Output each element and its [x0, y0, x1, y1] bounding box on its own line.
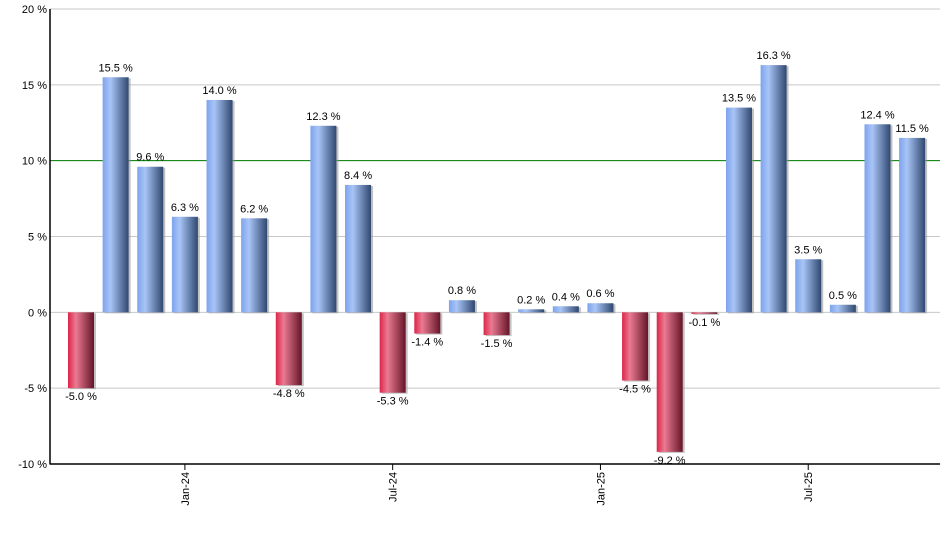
y-tick-label: 15 %: [22, 80, 47, 92]
bar: [206, 100, 233, 313]
data-label: 14.0 %: [202, 85, 236, 97]
x-tick-label: Jan-24: [180, 472, 192, 506]
bar: [345, 184, 372, 313]
bar: [587, 303, 614, 313]
bar: [864, 124, 891, 313]
bar: [137, 166, 164, 313]
data-label: 0.6 %: [586, 288, 614, 300]
bar-shadow: [693, 313, 720, 315]
data-label: -9.2 %: [654, 455, 686, 467]
bar: [379, 312, 406, 393]
data-label: -5.0 %: [65, 391, 97, 403]
bar: [483, 312, 510, 336]
data-label: 12.4 %: [860, 109, 894, 121]
data-label: 13.5 %: [722, 93, 756, 105]
data-label: 16.3 %: [756, 50, 790, 62]
y-tick-label: 5 %: [28, 232, 47, 244]
bar: [725, 107, 752, 313]
bar: [691, 312, 718, 314]
bar: [518, 309, 545, 313]
data-label: 3.5 %: [794, 244, 822, 256]
bar: [899, 137, 926, 313]
bar: [414, 312, 441, 334]
y-tick-label: -5 %: [24, 383, 47, 395]
bar: [448, 300, 475, 313]
x-tick-label: Jan-25: [595, 472, 607, 506]
bar: [760, 65, 787, 313]
data-label: 6.2 %: [240, 203, 268, 215]
data-label: 0.2 %: [517, 294, 545, 306]
x-tick-label: Jul-25: [803, 472, 815, 502]
bar: [795, 259, 822, 313]
data-label: 11.5 %: [895, 123, 929, 135]
bar: [829, 304, 856, 313]
data-label: -0.1 %: [688, 317, 720, 329]
y-tick-label: 20 %: [22, 4, 47, 16]
data-label: -4.5 %: [619, 384, 651, 396]
bar: [552, 306, 579, 313]
y-tick-label: -10 %: [18, 459, 47, 471]
data-label: 8.4 %: [344, 170, 372, 182]
bar: [656, 312, 683, 452]
data-label: -5.3 %: [377, 396, 409, 408]
y-tick-label: 0 %: [28, 307, 47, 319]
bar: [102, 77, 129, 313]
bar: [310, 125, 337, 313]
data-label: 0.5 %: [829, 290, 857, 302]
y-tick-label: 10 %: [22, 156, 47, 168]
bar: [241, 218, 268, 313]
data-label: 9.6 %: [136, 152, 164, 164]
data-label: 0.8 %: [448, 285, 476, 297]
data-label: -4.8 %: [273, 388, 305, 400]
data-label: -1.5 %: [481, 338, 513, 350]
bar: [622, 312, 649, 381]
data-label: 12.3 %: [306, 111, 340, 123]
x-tick-label: Jul-24: [388, 472, 400, 502]
bar: [68, 312, 94, 389]
bar: [171, 216, 198, 313]
data-label: 0.4 %: [552, 291, 580, 303]
data-label: 15.5 %: [99, 62, 133, 74]
data-label: 6.3 %: [171, 202, 199, 214]
bar: [275, 312, 302, 386]
data-label: -1.4 %: [411, 337, 443, 349]
